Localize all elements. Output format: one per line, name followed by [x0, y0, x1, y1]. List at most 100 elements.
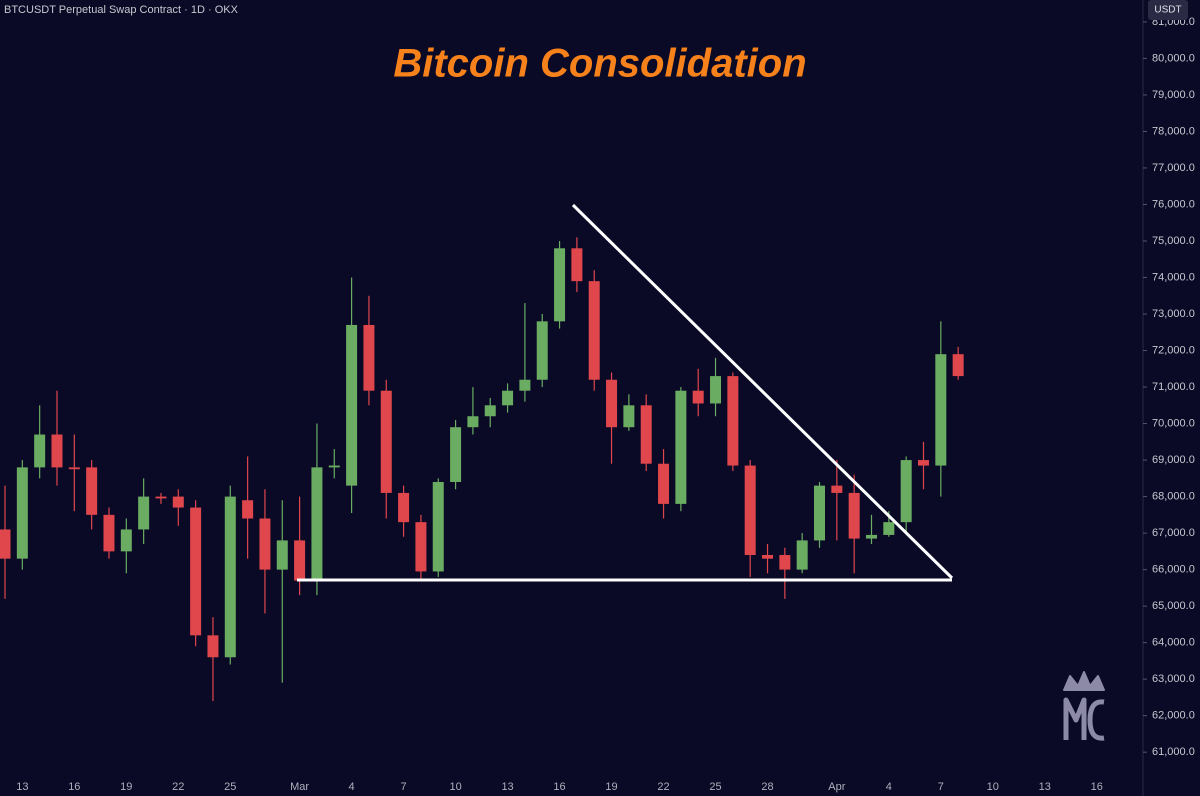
- x-tick-label: 16: [68, 781, 80, 793]
- y-tick-label: 74,000.0: [1152, 271, 1195, 283]
- candle-body: [917, 460, 929, 466]
- x-tick-label: 13: [16, 781, 28, 793]
- candle-body: [675, 390, 687, 504]
- candle-body: [900, 460, 912, 523]
- x-tick-label: Mar: [290, 781, 309, 793]
- candle-body: [571, 248, 583, 282]
- candle-body: [692, 390, 704, 404]
- y-tick-label: 75,000.0: [1152, 235, 1195, 247]
- candle-body: [952, 354, 964, 377]
- currency-badge: [1148, 0, 1188, 20]
- candle-body: [16, 467, 28, 559]
- y-tick-label: 70,000.0: [1152, 417, 1195, 429]
- candle-body: [866, 534, 877, 539]
- plot-area: 13 16 19 22 25 Mar 4 7 10 13 16 19 22 25 28 Apr 4 7 10 13 16…: [0, 237, 1155, 793]
- x-tick-label: 4: [886, 781, 892, 793]
- x-tick-label: 13: [1039, 781, 1051, 793]
- candle-body: [554, 248, 566, 322]
- candle-body: [796, 540, 808, 570]
- candle-body: [502, 390, 514, 406]
- candle-body: [276, 540, 288, 570]
- x-tick-label: 22: [172, 781, 184, 793]
- y-tick-label: 78,000.0: [1152, 125, 1195, 137]
- logo: [1063, 671, 1105, 741]
- candle-body: [536, 321, 548, 380]
- candle-body: [814, 485, 826, 541]
- y-tick-label: 67,000.0: [1152, 527, 1195, 539]
- candle-body: [450, 427, 462, 482]
- candle-body: [242, 500, 254, 519]
- currency-label: USDT: [1154, 5, 1181, 16]
- price-axis: 61,000.0 62,000.0 63,000.0 64,000.0 65,000.0…: [1142, 0, 1200, 796]
- x-tick-label: 19: [120, 781, 132, 793]
- candle-body: [484, 405, 496, 417]
- y-tick-label: 62,000.0: [1152, 710, 1195, 722]
- candle-body: [432, 481, 444, 572]
- candle-body: [172, 496, 184, 508]
- candle-body: [259, 518, 271, 570]
- y-tick-label: 80,000.0: [1152, 52, 1195, 64]
- x-tick-label: 13: [501, 781, 513, 793]
- x-tick-label: 19: [605, 781, 617, 793]
- y-tick-label: 71,000.0: [1152, 381, 1195, 393]
- candle-body: [34, 434, 46, 468]
- x-tick-label: 4: [349, 781, 355, 793]
- y-tick-label: 66,000.0: [1152, 564, 1195, 576]
- x-tick-label: 22: [657, 781, 669, 793]
- candle-body: [710, 376, 722, 404]
- x-tick-label: 28: [761, 781, 773, 793]
- candle-body: [311, 467, 323, 581]
- candle-body: [346, 324, 358, 486]
- x-tick-label: 10: [987, 781, 999, 793]
- y-tick-label: 72,000.0: [1152, 344, 1195, 356]
- y-tick-label: 63,000.0: [1152, 673, 1195, 685]
- candle-body: [86, 467, 98, 515]
- x-tick-label: 25: [224, 781, 236, 793]
- candle-body: [606, 379, 618, 428]
- candle-body: [883, 522, 895, 535]
- candle-body: [415, 522, 427, 572]
- candle-body: [623, 405, 635, 428]
- candle-body: [762, 555, 774, 559]
- x-tick-label: 16: [1091, 781, 1103, 793]
- candle-body: [848, 492, 860, 539]
- candle-body: [640, 405, 652, 464]
- candle-body: [588, 281, 600, 380]
- y-tick-label: 61,000.0: [1152, 746, 1195, 758]
- candle-body: [294, 540, 306, 581]
- symbol-label: BTCUSDT Perpetual Swap Contract · 1D · O…: [4, 4, 239, 16]
- candle-body: [224, 496, 236, 658]
- candle-body: [363, 324, 375, 391]
- candle-body: [138, 496, 150, 530]
- chart-title: Bitcoin Consolidation: [393, 42, 806, 86]
- x-tick-label: Apr: [828, 781, 845, 793]
- x-tick-label: 7: [938, 781, 944, 793]
- candle-body: [831, 485, 843, 493]
- candle-body: [727, 376, 739, 466]
- candle-body: [744, 465, 756, 556]
- y-tick-label: 77,000.0: [1152, 162, 1195, 174]
- y-tick-label: 76,000.0: [1152, 198, 1195, 210]
- candle-body: [155, 496, 167, 499]
- y-tick-label: 73,000.0: [1152, 308, 1195, 320]
- y-tick-label: 69,000.0: [1152, 454, 1195, 466]
- candle-body: [190, 507, 202, 636]
- trend-line: [571, 203, 954, 580]
- y-tick-label: 68,000.0: [1152, 490, 1195, 502]
- x-tick-label: 7: [401, 781, 407, 793]
- candle-body: [120, 529, 132, 552]
- y-tick-label: 79,000.0: [1152, 89, 1195, 101]
- candle-body: [519, 379, 531, 391]
- candle-body: [380, 390, 392, 493]
- candle-body: [207, 635, 219, 658]
- candle-body: [398, 492, 410, 523]
- x-tick-label: 16: [553, 781, 565, 793]
- candle-body: [51, 434, 63, 468]
- x-tick-label: 25: [709, 781, 721, 793]
- y-tick-label: 65,000.0: [1152, 600, 1195, 612]
- candle-body: [467, 416, 479, 428]
- x-tick-label: 10: [449, 781, 461, 793]
- candle-body: [103, 514, 115, 552]
- candle-body: [658, 463, 670, 504]
